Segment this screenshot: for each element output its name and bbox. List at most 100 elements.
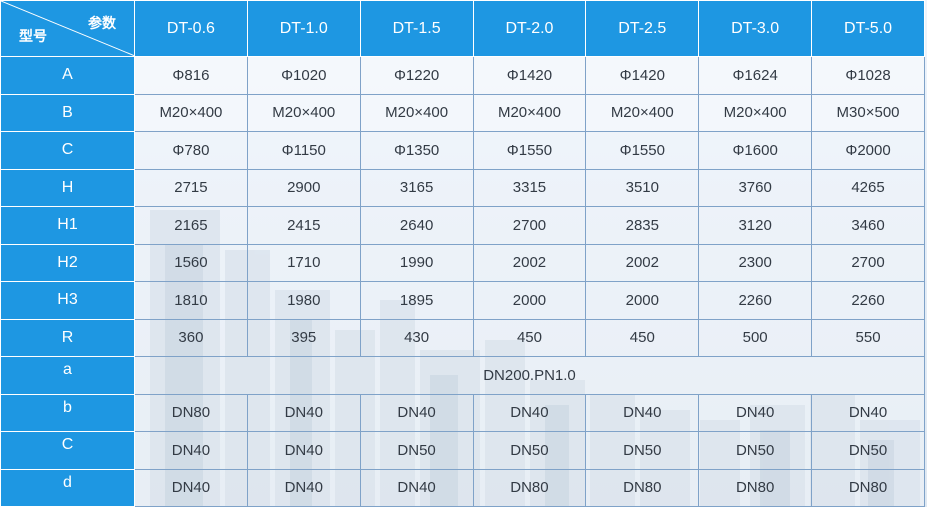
row-label: C [0,131,135,170]
table-row: B M20×400 M20×400 M20×400 M20×400 M20×40… [0,93,925,132]
table-cell: Φ1350 [359,131,474,170]
table-row: C Φ780 Φ1150 Φ1350 Φ1550 Φ1550 Φ1600 Φ20… [0,131,925,170]
row-label: C [0,431,135,470]
table-cell: DN80 [811,468,925,507]
table-cell: 4265 [811,168,925,207]
table-cell: M20×400 [359,93,474,132]
table-cell: 3760 [698,168,813,207]
table-cell: DN40 [811,393,925,432]
table-cell: 395 [246,318,361,357]
table-row: a DN200.PN1.0 [0,356,925,395]
table-cell: 3165 [359,168,474,207]
table-cell: DN40 [585,393,700,432]
table-row: A Φ816 Φ1020 Φ1220 Φ1420 Φ1420 Φ1624 Φ10… [0,56,925,95]
table-cell: DN40 [246,431,361,470]
table-cell: 2900 [246,168,361,207]
table-cell: Φ1020 [246,56,361,95]
table-cell: M20×400 [472,93,587,132]
table-cell: 1710 [246,243,361,282]
row-label: H [0,168,135,207]
table-cell: DN50 [585,431,700,470]
table-cell: DN40 [359,468,474,507]
table-cell: 450 [585,318,700,357]
table-cell: DN40 [472,393,587,432]
table-row: d DN40 DN40 DN40 DN80 DN80 DN80 DN80 [0,468,925,507]
table-cell: 2300 [698,243,813,282]
table-cell: Φ1550 [472,131,587,170]
table-row: C DN40 DN40 DN50 DN50 DN50 DN50 DN50 [0,431,925,470]
table-cell: 2002 [472,243,587,282]
row-label: H1 [0,206,135,245]
row-label: b [0,393,135,432]
header-row: 参数 型号 DT-0.6 DT-1.0 DT-1.5 DT-2.0 DT-2.5… [0,0,925,57]
model-header-cell: DT-0.6 [134,0,248,57]
table-cell: 2260 [698,281,813,320]
table-cell: 2002 [585,243,700,282]
table-cell: Φ1220 [359,56,474,95]
corner-param-label: 参数 [88,15,116,31]
table-cell: Φ780 [134,131,248,170]
table-cell: DN40 [246,393,361,432]
table-cell: 1990 [359,243,474,282]
table-cell: 2715 [134,168,248,207]
table-cell: 2835 [585,206,700,245]
row-label: a [0,356,135,395]
table-cell: M20×400 [585,93,700,132]
table-cell: 430 [359,318,474,357]
diagonal-divider-icon [1,1,135,56]
row-label: B [0,93,135,132]
table-cell: 3120 [698,206,813,245]
model-header-cell: DT-1.5 [359,0,474,57]
table-cell: 1980 [246,281,361,320]
table-cell: M20×400 [698,93,813,132]
table-cell: DN50 [472,431,587,470]
table-cell: M30×500 [811,93,925,132]
table-cell: Φ816 [134,56,248,95]
table-cell: Φ1028 [811,56,925,95]
model-header-cell: DT-3.0 [698,0,813,57]
table-cell: 3460 [811,206,925,245]
table-cell: 500 [698,318,813,357]
row-label: d [0,468,135,507]
table-cell: DN80 [585,468,700,507]
table-row: R 360 395 430 450 450 500 550 [0,318,925,357]
table-cell: 1560 [134,243,248,282]
table-cell: 360 [134,318,248,357]
corner-model-label: 型号 [19,28,47,44]
table-cell: 2000 [585,281,700,320]
table-cell: DN40 [134,431,248,470]
table-cell: 450 [472,318,587,357]
table-cell: M20×400 [246,93,361,132]
model-header-cell: DT-1.0 [246,0,361,57]
table-cell: M20×400 [134,93,248,132]
table-cell: DN40 [246,468,361,507]
table-cell: 2700 [472,206,587,245]
table-cell: DN40 [698,393,813,432]
table-cell: DN80 [472,468,587,507]
row-label: H2 [0,243,135,282]
model-header-cell: DT-5.0 [811,0,925,57]
table-cell: Φ2000 [811,131,925,170]
table-cell: DN50 [698,431,813,470]
model-header-cell: DT-2.0 [472,0,587,57]
table-cell: DN80 [134,393,248,432]
table-cell: Φ1600 [698,131,813,170]
table-cell: 1895 [359,281,474,320]
corner-header-cell: 参数 型号 [0,0,135,57]
table-cell: 2000 [472,281,587,320]
table-cell: 3315 [472,168,587,207]
table-cell: 550 [811,318,925,357]
table-cell: DN40 [359,393,474,432]
table-cell: Φ1550 [585,131,700,170]
table-cell: Φ1420 [472,56,587,95]
table-cell: 1810 [134,281,248,320]
table-cell: DN80 [698,468,813,507]
table-cell: Φ1420 [585,56,700,95]
table-cell: 2415 [246,206,361,245]
table-cell: DN50 [811,431,925,470]
table-cell: Φ1624 [698,56,813,95]
table-cell: 2700 [811,243,925,282]
table-row: H1 2165 2415 2640 2700 2835 3120 3460 [0,206,925,245]
